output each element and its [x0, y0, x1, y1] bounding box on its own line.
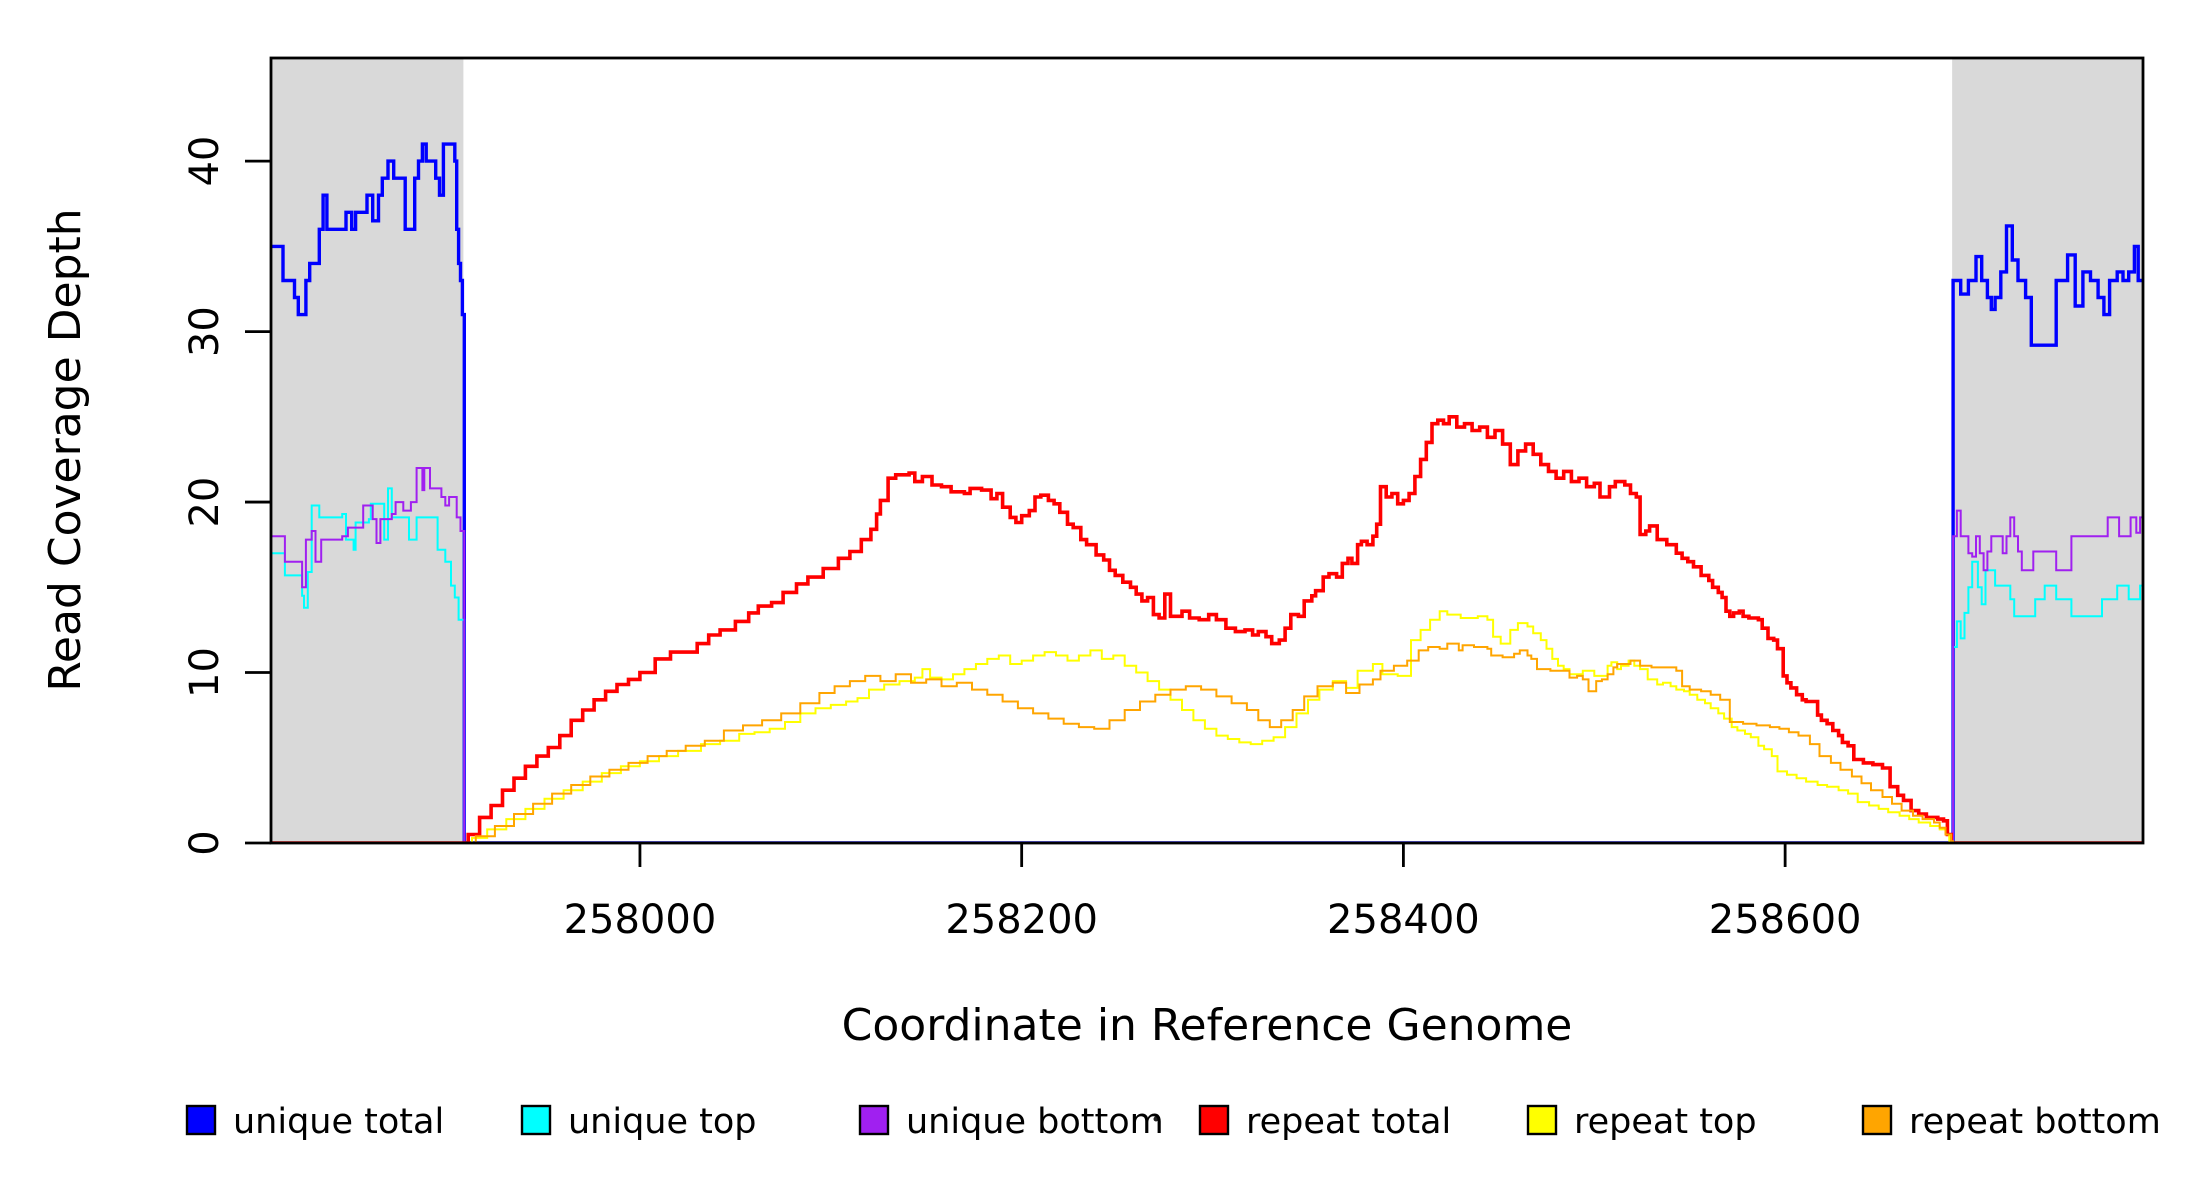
legend-swatch-unique-total	[185, 1104, 217, 1136]
series-unique-total-line	[271, 142, 2143, 843]
legend-label: unique total	[233, 1102, 444, 1142]
series-repeat-bottom-line	[271, 642, 2143, 843]
legend-swatch-unique-top	[520, 1104, 552, 1136]
legend-label: repeat bottom	[1909, 1102, 2161, 1142]
x-axis-title: Coordinate in Reference Genome	[842, 1000, 1573, 1051]
legend-label: unique top	[568, 1102, 757, 1142]
legend-swatch-repeat-total	[1198, 1104, 1230, 1136]
plot-box	[269, 56, 2145, 845]
y-tick-label: 10	[182, 647, 228, 698]
y-tick-label: 20	[182, 477, 228, 528]
x-tick-label: 258000	[564, 897, 717, 943]
y-tick-label: 40	[182, 136, 228, 187]
legend-swatch-unique-bottom	[858, 1104, 890, 1136]
series-unique-top-line	[271, 487, 2143, 843]
legend-swatch-repeat-top	[1526, 1104, 1558, 1136]
legend-swatch-repeat-bottom	[1861, 1104, 1893, 1136]
y-tick-label: 30	[182, 306, 228, 357]
series-repeat-total-line	[271, 415, 2143, 843]
series-unique-bottom-line	[271, 467, 2143, 843]
legend-label: unique bottom	[906, 1102, 1164, 1142]
stray-dot	[1153, 1116, 1159, 1122]
series-repeat-top-line	[271, 610, 2143, 843]
x-tick-label: 258200	[945, 897, 1098, 943]
y-tick-label: 0	[182, 830, 228, 855]
x-tick-label: 258600	[1709, 897, 1862, 943]
legend-label: repeat top	[1574, 1102, 1757, 1142]
unique-region-left	[271, 58, 464, 843]
legend: unique total unique top unique bottom re…	[185, 1102, 2161, 1142]
y-axis-title: Read Coverage Depth	[40, 208, 91, 691]
legend-label: repeat total	[1246, 1102, 1451, 1142]
unique-region-right	[1952, 58, 2143, 843]
x-tick-label: 258400	[1327, 897, 1480, 943]
